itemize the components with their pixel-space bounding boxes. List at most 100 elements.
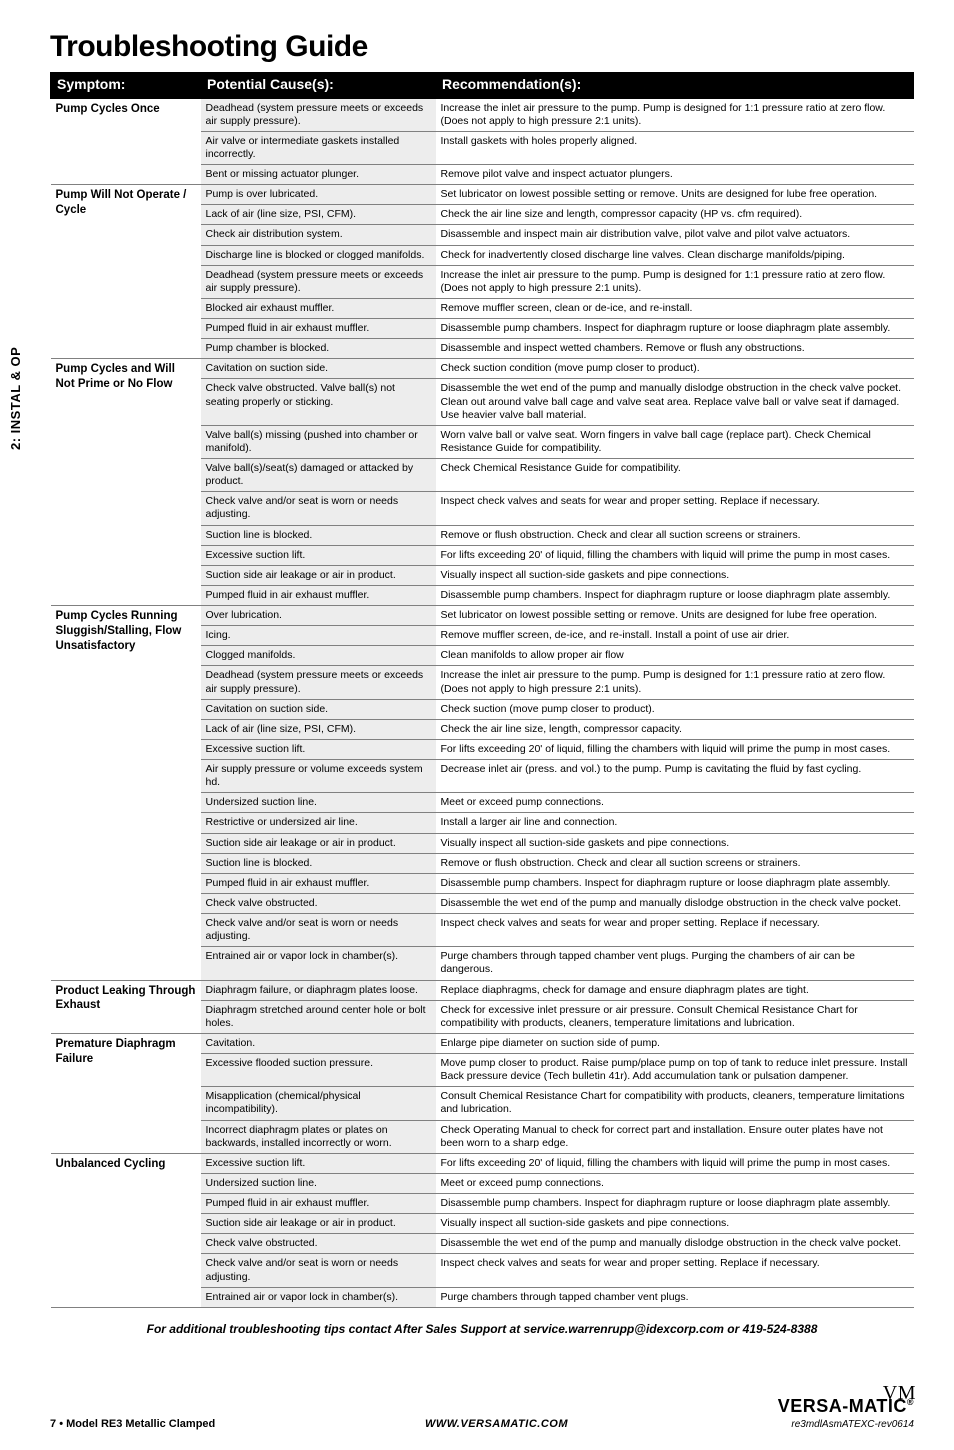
cause-cell: Blocked air exhaust muffler. — [201, 298, 436, 318]
page-footer: 7 • Model RE3 Metallic Clamped WWW.VERSA… — [50, 1396, 914, 1430]
recommendation-cell: Check Chemical Resistance Guide for comp… — [436, 459, 914, 492]
col-symptom: Symptom: — [51, 73, 201, 99]
section-side-tab: 2: INSTAL & OP — [8, 347, 23, 450]
recommendation-cell: Install gaskets with holes properly alig… — [436, 131, 914, 164]
cause-cell: Entrained air or vapor lock in chamber(s… — [201, 1287, 436, 1307]
recommendation-cell: Inspect check valves and seats for wear … — [436, 492, 914, 525]
cause-cell: Suction side air leakage or air in produ… — [201, 1214, 436, 1234]
recommendation-cell: Purge chambers through tapped chamber ve… — [436, 947, 914, 980]
cause-cell: Suction line is blocked. — [201, 853, 436, 873]
cause-cell: Icing. — [201, 626, 436, 646]
cause-cell: Deadhead (system pressure meets or excee… — [201, 666, 436, 699]
cause-cell: Clogged manifolds. — [201, 646, 436, 666]
support-footnote: For additional troubleshooting tips cont… — [50, 1322, 914, 1336]
cause-cell: Pump chamber is blocked. — [201, 339, 436, 359]
recommendation-cell: Disassemble pump chambers. Inspect for d… — [436, 873, 914, 893]
cause-cell: Suction side air leakage or air in produ… — [201, 565, 436, 585]
cause-cell: Excessive flooded suction pressure. — [201, 1054, 436, 1087]
recommendation-cell: Disassemble the wet end of the pump and … — [436, 1234, 914, 1254]
cause-cell: Entrained air or vapor lock in chamber(s… — [201, 947, 436, 980]
recommendation-cell: Check the air line size and length, comp… — [436, 205, 914, 225]
cause-cell: Pump is over lubricated. — [201, 185, 436, 205]
recommendation-cell: Remove or flush obstruction. Check and c… — [436, 853, 914, 873]
table-row: Pump Will Not Operate / CyclePump is ove… — [51, 185, 914, 205]
table-row: Pump Cycles OnceDeadhead (system pressur… — [51, 98, 914, 131]
cause-cell: Lack of air (line size, PSI, CFM). — [201, 719, 436, 739]
recommendation-cell: Set lubricator on lowest possible settin… — [436, 606, 914, 626]
recommendation-cell: Check for excessive inlet pressure or ai… — [436, 1000, 914, 1033]
recommendation-cell: Increase the inlet air pressure to the p… — [436, 98, 914, 131]
recommendation-cell: Disassemble and inspect wetted chambers.… — [436, 339, 914, 359]
recommendation-cell: Remove muffler screen, de-ice, and re-in… — [436, 626, 914, 646]
cause-cell: Excessive suction lift. — [201, 1153, 436, 1173]
cause-cell: Pumped fluid in air exhaust muffler. — [201, 1194, 436, 1214]
table-header-row: Symptom: Potential Cause(s): Recommendat… — [51, 73, 914, 99]
symptom-cell: Pump Will Not Operate / Cycle — [51, 185, 201, 359]
cause-cell: Deadhead (system pressure meets or excee… — [201, 265, 436, 298]
cause-cell: Valve ball(s)/seat(s) damaged or attacke… — [201, 459, 436, 492]
recommendation-cell: Disassemble the wet end of the pump and … — [436, 893, 914, 913]
cause-cell: Check valve and/or seat is worn or needs… — [201, 914, 436, 947]
cause-cell: Cavitation on suction side. — [201, 359, 436, 379]
recommendation-cell: Disassemble and inspect main air distrib… — [436, 225, 914, 245]
recommendation-cell: Check for inadvertently closed discharge… — [436, 245, 914, 265]
model-name: Model RE3 Metallic Clamped — [66, 1418, 215, 1430]
recommendation-cell: Visually inspect all suction-side gasket… — [436, 1214, 914, 1234]
cause-cell: Pumped fluid in air exhaust muffler. — [201, 319, 436, 339]
cause-cell: Undersized suction line. — [201, 793, 436, 813]
cause-cell: Misapplication (chemical/physical incomp… — [201, 1087, 436, 1120]
recommendation-cell: Remove or flush obstruction. Check and c… — [436, 525, 914, 545]
cause-cell: Deadhead (system pressure meets or excee… — [201, 98, 436, 131]
table-row: Pump Cycles and Will Not Prime or No Flo… — [51, 359, 914, 379]
cause-cell: Undersized suction line. — [201, 1173, 436, 1193]
recommendation-cell: Visually inspect all suction-side gasket… — [436, 833, 914, 853]
cause-cell: Incorrect diaphragm plates or plates on … — [201, 1120, 436, 1153]
recommendation-cell: Move pump closer to product. Raise pump/… — [436, 1054, 914, 1087]
recommendation-cell: Disassemble pump chambers. Inspect for d… — [436, 319, 914, 339]
table-row: Unbalanced CyclingExcessive suction lift… — [51, 1153, 914, 1173]
cause-cell: Valve ball(s) missing (pushed into chamb… — [201, 425, 436, 458]
recommendation-cell: Visually inspect all suction-side gasket… — [436, 565, 914, 585]
recommendation-cell: Remove muffler screen, clean or de-ice, … — [436, 298, 914, 318]
cause-cell: Check valve and/or seat is worn or needs… — [201, 492, 436, 525]
cause-cell: Discharge line is blocked or clogged man… — [201, 245, 436, 265]
cause-cell: Check air distribution system. — [201, 225, 436, 245]
recommendation-cell: Worn valve ball or valve seat. Worn fing… — [436, 425, 914, 458]
cause-cell: Pumped fluid in air exhaust muffler. — [201, 585, 436, 605]
cause-cell: Cavitation. — [201, 1033, 436, 1053]
symptom-cell: Unbalanced Cycling — [51, 1153, 201, 1307]
recommendation-cell: Set lubricator on lowest possible settin… — [436, 185, 914, 205]
cause-cell: Diaphragm stretched around center hole o… — [201, 1000, 436, 1033]
recommendation-cell: Inspect check valves and seats for wear … — [436, 914, 914, 947]
cause-cell: Excessive suction lift. — [201, 545, 436, 565]
symptom-cell: Pump Cycles and Will Not Prime or No Flo… — [51, 359, 201, 606]
recommendation-cell: Increase the inlet air pressure to the p… — [436, 265, 914, 298]
cause-cell: Air supply pressure or volume exceeds sy… — [201, 760, 436, 793]
cause-cell: Excessive suction lift. — [201, 739, 436, 759]
cause-cell: Air valve or intermediate gaskets instal… — [201, 131, 436, 164]
page-number: 7 — [50, 1418, 56, 1430]
recommendation-cell: Check suction condition (move pump close… — [436, 359, 914, 379]
cause-cell: Suction side air leakage or air in produ… — [201, 833, 436, 853]
troubleshooting-table: Symptom: Potential Cause(s): Recommendat… — [50, 72, 914, 1308]
recommendation-cell: Clean manifolds to allow proper air flow — [436, 646, 914, 666]
cause-cell: Bent or missing actuator plunger. — [201, 165, 436, 185]
recommendation-cell: Inspect check valves and seats for wear … — [436, 1254, 914, 1287]
cause-cell: Restrictive or undersized air line. — [201, 813, 436, 833]
revision-code: re3mdlAsmATEXC-rev0614 — [791, 1419, 914, 1430]
recommendation-cell: Meet or exceed pump connections. — [436, 793, 914, 813]
footer-model: 7 • Model RE3 Metallic Clamped — [50, 1418, 215, 1430]
cause-cell: Pumped fluid in air exhaust muffler. — [201, 873, 436, 893]
cause-cell: Lack of air (line size, PSI, CFM). — [201, 205, 436, 225]
recommendation-cell: Disassemble the wet end of the pump and … — [436, 379, 914, 425]
cause-cell: Cavitation on suction side. — [201, 699, 436, 719]
recommendation-cell: Disassemble pump chambers. Inspect for d… — [436, 1194, 914, 1214]
recommendation-cell: Meet or exceed pump connections. — [436, 1173, 914, 1193]
cause-cell: Check valve obstructed. Valve ball(s) no… — [201, 379, 436, 425]
recommendation-cell: Enlarge pipe diameter on suction side of… — [436, 1033, 914, 1053]
brand-logo: VM VERSA-MATIC® — [778, 1396, 914, 1417]
logo-script: VM — [883, 1382, 916, 1405]
recommendation-cell: Purge chambers through tapped chamber ve… — [436, 1287, 914, 1307]
recommendation-cell: Increase the inlet air pressure to the p… — [436, 666, 914, 699]
recommendation-cell: Check the air line size, length, compres… — [436, 719, 914, 739]
